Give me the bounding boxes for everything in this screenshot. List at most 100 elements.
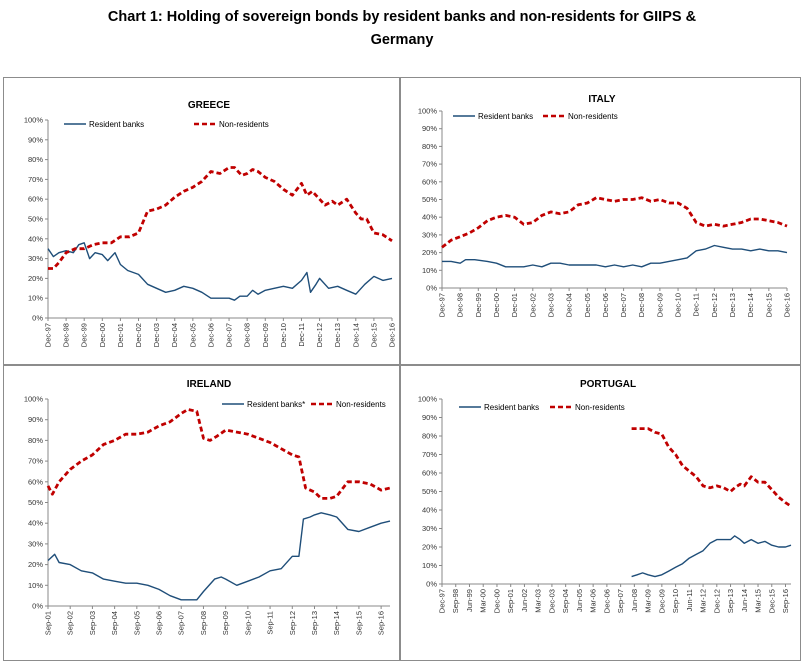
x-tick-label: Dec-97: [438, 589, 447, 613]
x-tick-label: Dec-03: [152, 323, 161, 347]
y-tick-label: 60%: [28, 195, 43, 204]
x-tick-label: Dec-12: [712, 589, 721, 613]
x-tick-label: Dec-00: [98, 323, 107, 347]
x-tick-label: Jun-05: [575, 589, 584, 612]
x-tick-label: Mar-00: [479, 589, 488, 613]
x-tick-label: Dec-12: [315, 323, 324, 347]
y-tick-label: 90%: [422, 413, 437, 422]
x-tick-label: Dec-07: [619, 293, 628, 317]
x-tick-label: Sep-16: [377, 611, 386, 635]
x-tick-label: Dec-04: [170, 323, 179, 347]
y-tick-label: 80%: [28, 155, 43, 164]
x-tick-label: Dec-08: [637, 293, 646, 317]
y-tick-label: 10%: [422, 266, 437, 275]
x-tick-label: Dec-14: [351, 323, 360, 347]
y-tick-label: 30%: [28, 539, 43, 548]
x-tick-label: Dec-02: [134, 323, 143, 347]
y-tick-label: 70%: [422, 450, 437, 459]
x-tick-label: Sep-01: [44, 611, 53, 635]
series-line-nonresident: [441, 196, 788, 249]
series-line-nonresident: [46, 408, 391, 500]
x-tick-label: Sep-02: [66, 611, 75, 635]
y-tick-label: 70%: [28, 175, 43, 184]
x-tick-label: Jun-11: [685, 589, 694, 611]
legend-label-nonresident: Non-residents: [336, 400, 386, 409]
x-tick-label: Dec-11: [692, 293, 701, 317]
y-tick-label: 30%: [422, 230, 437, 239]
y-tick-label: 0%: [32, 314, 43, 323]
x-tick-label: Dec-13: [333, 323, 342, 347]
x-tick-label: Sep-15: [354, 611, 363, 635]
x-tick-label: Sep-10: [671, 589, 680, 613]
chart-ireland: IRELAND 0% 10% 20% 30% 40% 50% 60% 70% 80% 90% 100%…: [3, 365, 400, 661]
y-tick-label: 80%: [28, 436, 43, 445]
series-line-nonresident: [631, 427, 792, 508]
series-line-resident: [47, 242, 393, 301]
page-title-line-1: Chart 1: Holding of sovereign bonds by r…: [107, 9, 697, 25]
y-tick-label: 90%: [28, 415, 43, 424]
x-tick-label: Dec-14: [746, 293, 755, 317]
x-tick-label: Dec-15: [369, 323, 378, 347]
y-tick-label: 80%: [422, 432, 437, 441]
x-tick-label: Dec-98: [456, 293, 465, 317]
x-tick-label: Sep-11: [266, 611, 275, 635]
x-tick-label: Dec-11: [297, 323, 306, 347]
legend-label-resident: Resident banks: [89, 120, 144, 129]
y-tick-label: 90%: [28, 135, 43, 144]
x-tick-label: Dec-02: [528, 293, 537, 317]
y-tick-label: 50%: [28, 498, 43, 507]
series-line-resident: [47, 512, 391, 601]
x-tick-label: Dec-09: [657, 589, 666, 613]
chart-title: IRELAND: [187, 379, 231, 390]
y-tick-label: 70%: [28, 457, 43, 466]
x-tick-label: Mar-12: [699, 589, 708, 613]
x-tick-label: Sep-05: [132, 611, 141, 635]
y-tick-label: 100%: [418, 395, 438, 404]
y-tick-label: 60%: [422, 469, 437, 478]
x-tick-label: Mar-06: [589, 589, 598, 613]
y-tick-label: 40%: [28, 234, 43, 243]
x-tick-label: Sep-07: [616, 589, 625, 613]
x-tick-label: Dec-00: [492, 589, 501, 613]
x-tick-label: Dec-16: [783, 293, 792, 317]
x-tick-label: Sep-03: [88, 611, 97, 635]
y-tick-label: 90%: [422, 124, 437, 133]
chart-portugal: PORTUGAL 0% 10% 20% 30% 40% 50% 60% 70% 80% 90% 100…: [400, 365, 801, 661]
x-tick-label: Sep-14: [332, 611, 341, 635]
x-tick-label: Dec-97: [438, 293, 447, 317]
y-tick-label: 0%: [426, 580, 437, 589]
x-tick-label: Sep-13: [726, 589, 735, 613]
series-line-resident: [442, 244, 788, 268]
x-tick-label: Dec-15: [767, 589, 776, 613]
x-tick-label: Dec-98: [62, 323, 71, 347]
y-tick-label: 60%: [422, 177, 437, 186]
x-tick-label: Dec-04: [565, 293, 574, 317]
x-tick-label: Sep-98: [451, 589, 460, 613]
y-tick-label: 10%: [422, 561, 437, 570]
chart-greece: GREECE 0% 10% 20% 30% 40% 50% 60% 70% 80% 90% 100% D…: [3, 77, 400, 365]
y-tick-label: 60%: [28, 477, 43, 486]
page-title-line-2: Germany: [370, 32, 434, 48]
chart-title: ITALY: [588, 94, 616, 105]
x-tick-label: Jun-08: [630, 589, 639, 612]
x-tick-label: Dec-09: [261, 323, 270, 347]
y-tick-label: 30%: [28, 254, 43, 263]
y-tick-label: 40%: [422, 213, 437, 222]
x-tick-label: Dec-06: [206, 323, 215, 347]
y-tick-label: 20%: [422, 543, 437, 552]
x-tick-label: Dec-15: [764, 293, 773, 317]
y-tick-label: 40%: [28, 519, 43, 528]
x-tick-label: Sep-04: [561, 589, 570, 613]
x-tick-label: Dec-06: [602, 589, 611, 613]
page-title: Chart 1: Holding of sovereign bonds by r…: [0, 6, 804, 52]
chart-italy: ITALY 0% 10% 20% 30% 40% 50% 60% 70% 80% 90% 100% De…: [400, 77, 801, 365]
y-tick-label: 80%: [422, 142, 437, 151]
chart-title: GREECE: [188, 100, 231, 111]
series-line-resident: [631, 535, 792, 578]
legend-label-resident: Resident banks*: [247, 400, 305, 409]
x-tick-label: Dec-97: [44, 323, 53, 347]
legend-label-nonresident: Non-residents: [568, 112, 618, 121]
x-tick-label: Dec-00: [492, 293, 501, 317]
y-tick-label: 20%: [28, 560, 43, 569]
x-tick-label: Dec-03: [546, 293, 555, 317]
